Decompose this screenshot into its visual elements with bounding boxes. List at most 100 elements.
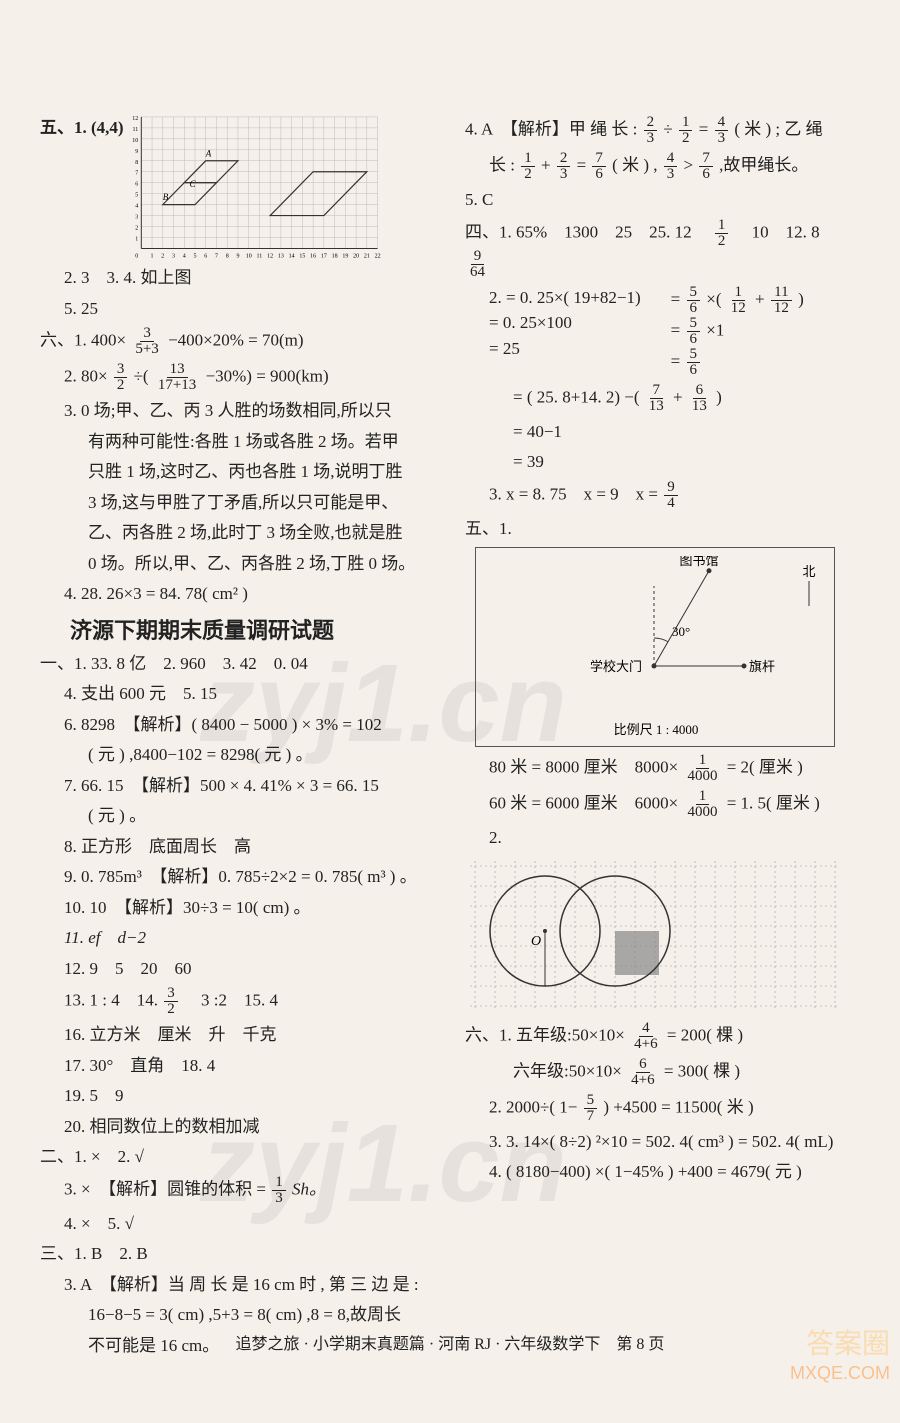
svg-text:22: 22: [374, 253, 380, 259]
frac: 32: [114, 362, 128, 393]
svg-text:10: 10: [132, 138, 138, 144]
svg-text:11: 11: [256, 253, 262, 259]
sec6-4: 4. 28. 26×3 = 84. 78( cm² ): [40, 581, 435, 607]
svg-text:20: 20: [353, 253, 359, 259]
r4c: =: [699, 119, 713, 138]
svg-text:4: 4: [182, 253, 185, 259]
sec6-1b: −400×20% = 70(m): [168, 330, 303, 349]
r4-line1: 4. A 【解析】甲 绳 长 : 23 ÷ 12 = 43 ( 米 ) ; 乙 …: [465, 115, 860, 146]
s1-17: 17. 30° 直角 18. 4: [40, 1053, 435, 1079]
s1-8: 8. 正方形 底面周长 高: [40, 834, 435, 860]
svg-text:0: 0: [135, 253, 138, 259]
r-s4-2ra-wrap: = 56 ×( 112 + 1112 ): [671, 285, 804, 316]
svg-text:2: 2: [161, 253, 164, 259]
frac: 1317+13: [155, 362, 199, 393]
sec6-2: 2. 80× 32 ÷( 1317+13 −30%) = 900(km): [40, 362, 435, 393]
frac: 13: [272, 1175, 286, 1206]
frac: 32: [164, 986, 178, 1017]
svg-text:图书馆: 图书馆: [679, 556, 718, 568]
r-s4-1b: 10 12. 8: [735, 222, 837, 241]
r4d: ( 米 ) ; 乙 绳: [734, 119, 822, 138]
svg-text:4: 4: [135, 204, 138, 210]
svg-text:18: 18: [331, 253, 337, 259]
r-s6-2: 2. 2000÷( 1− 57 ) +4500 = 11500( 米 ): [465, 1093, 860, 1124]
r-s4-2a: 2. = 0. 25×( 19+82−1): [489, 285, 641, 311]
sec6-2a: 2. 80×: [64, 366, 108, 385]
r4b: ÷: [663, 119, 672, 138]
r-s6-3: 3. 3. 14×( 8÷2) ²×10 = 502. 4( cm³ ) = 5…: [465, 1129, 860, 1155]
svg-text:13: 13: [277, 253, 283, 259]
svg-text:2: 2: [135, 226, 138, 232]
s1-13b: 3 :2 15. 4: [184, 990, 278, 1009]
s2-3b: Sh。: [292, 1179, 326, 1198]
r-s4-2f: = 39: [465, 449, 860, 475]
svg-text:O: O: [531, 934, 541, 949]
sec6-3-3: 只胜 1 场,这时乙、丙也各胜 1 场,说明丁胜: [40, 459, 435, 485]
s1-13a: 13. 1 : 4 14.: [64, 990, 162, 1009]
s2-4: 4. × 5. √: [40, 1211, 435, 1237]
svg-text:15: 15: [299, 253, 305, 259]
frac: 23: [557, 151, 571, 182]
svg-text:7: 7: [215, 253, 218, 259]
svg-text:9: 9: [236, 253, 239, 259]
svg-text:14: 14: [288, 253, 294, 259]
r-s4-2d: = ( 25. 8+14. 2) −( 713 + 613 ): [465, 383, 860, 414]
r-s4-2re-wrap: = 56 ×1: [671, 316, 804, 347]
scale-diagram: 图书馆学校大门旗杆30°北比例尺 1 : 4000: [475, 547, 835, 747]
l2: 2. 3 3. 4. 如上图: [40, 265, 435, 291]
s1-20: 20. 相同数位上的数相加减: [40, 1114, 435, 1140]
l5: 5. 25: [40, 296, 435, 322]
s1-11: 11. ef d−2: [40, 925, 435, 951]
sec6-2c: −30%) = 900(km): [206, 366, 329, 385]
s1-7b: ( 元 ) 。: [40, 803, 435, 829]
svg-text:5: 5: [135, 193, 138, 199]
frac: 35+3: [132, 326, 161, 357]
svg-text:11: 11: [132, 127, 138, 133]
s2-3a: 3. × 【解析】圆锥的体积 =: [64, 1179, 270, 1198]
svg-text:6: 6: [204, 253, 207, 259]
svg-text:B: B: [162, 192, 168, 202]
svg-text:3: 3: [135, 215, 138, 221]
r-s4-2e: = 40−1: [465, 419, 860, 445]
svg-text:21: 21: [363, 253, 369, 259]
r-s6-1c-line: 六年级:50×10× 64+6 = 300( 棵 ): [465, 1057, 860, 1088]
r-s4-2rg-wrap: = 56: [671, 347, 804, 378]
svg-text:7: 7: [135, 171, 138, 177]
s3-3b: 16−8−5 = 3( cm) ,5+3 = 8( cm) ,8 = 8,故周长: [40, 1302, 435, 1328]
r4i: >: [684, 155, 694, 174]
venn-diagram: O: [465, 856, 860, 1016]
frac: 12: [521, 151, 535, 182]
s2-1: 二、1. × 2. √: [40, 1144, 435, 1170]
s1-6a: 6. 8298 【解析】( 8400 − 5000 ) × 3% = 102: [40, 712, 435, 738]
svg-text:10: 10: [245, 253, 251, 259]
sec6-1a: 六、1. 400×: [40, 330, 126, 349]
right-column: 4. A 【解析】甲 绳 长 : 23 ÷ 12 = 43 ( 米 ) ; 乙 …: [465, 110, 860, 1363]
r-conv2: 60 米 = 6000 厘米 6000× 14000 = 1. 5( 厘米 ): [465, 789, 860, 820]
frac: 43: [664, 151, 678, 182]
svg-text:17: 17: [320, 253, 326, 259]
svg-text:8: 8: [225, 253, 228, 259]
page-footer: 追梦之旅 · 小学期末真题篇 · 河南 RJ · 六年级数学下 第 8 页: [0, 1330, 900, 1354]
s2-3: 3. × 【解析】圆锥的体积 = 13 Sh。: [40, 1175, 435, 1206]
frac: 76: [699, 151, 713, 182]
sec6-3-6: 0 场。所以,甲、乙、丙各胜 2 场,丁胜 0 场。: [40, 551, 435, 577]
r-s4-1a: 四、1. 65% 1300 25 25. 12: [465, 222, 709, 241]
r4e: 长 :: [489, 155, 515, 174]
r5: 5. C: [465, 187, 860, 213]
frac: 12: [715, 218, 729, 249]
r-s4-1: 四、1. 65% 1300 25 25. 12 12 10 12. 8 964: [465, 218, 860, 280]
svg-text:8: 8: [135, 160, 138, 166]
s3-3a: 3. A 【解析】当 周 长 是 16 cm 时 , 第 三 边 是 :: [40, 1272, 435, 1298]
svg-text:5: 5: [193, 253, 196, 259]
frac: 23: [644, 115, 658, 146]
s1-4: 4. 支出 600 元 5. 15: [40, 681, 435, 707]
frac: 964: [467, 249, 488, 280]
r4g: =: [577, 155, 591, 174]
s1-19: 19. 5 9: [40, 1083, 435, 1109]
page-content: 五、1. (4,4) 12345678910111213141516171819…: [0, 0, 900, 1423]
svg-text:旗杆: 旗杆: [749, 659, 775, 674]
s1-9: 9. 0. 785m³ 【解析】0. 785÷2×2 = 0. 785( m³ …: [40, 864, 435, 890]
svg-text:1: 1: [135, 237, 138, 243]
svg-text:比例尺 1 : 4000: 比例尺 1 : 4000: [614, 722, 699, 737]
r-s6-1a-line: 六、1. 五年级:50×10× 44+6 = 200( 棵 ): [465, 1021, 860, 1052]
